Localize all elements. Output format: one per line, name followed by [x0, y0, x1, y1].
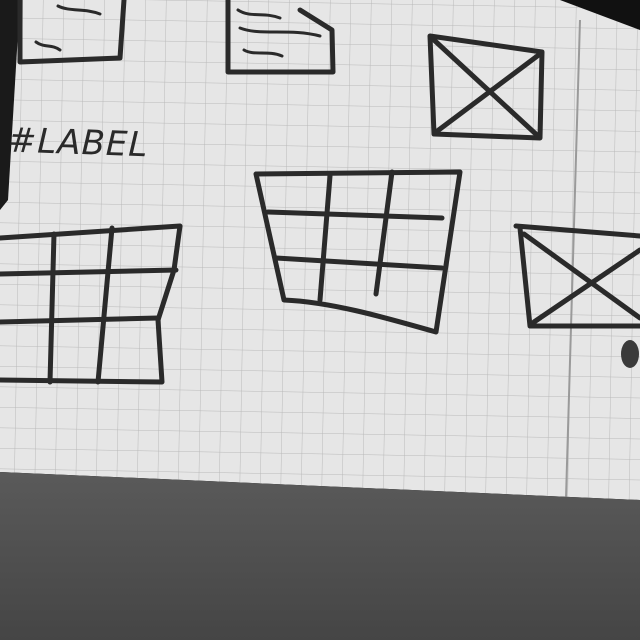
table-sketch-left [0, 223, 183, 385]
handwritten-label: #LABEL [7, 120, 149, 165]
page-edge-left [0, 0, 20, 210]
marker-cap [621, 340, 639, 368]
page-corner-top-right [560, 0, 640, 30]
image-placeholder-sketch-top [427, 33, 545, 141]
text-block-sketch-left [17, 0, 127, 65]
fold-line [565, 19, 581, 499]
image-placeholder-sketch-right [513, 223, 640, 329]
table-sketch-center [253, 169, 463, 335]
table-surface [0, 472, 640, 640]
text-block-sketch-middle [225, 0, 336, 75]
